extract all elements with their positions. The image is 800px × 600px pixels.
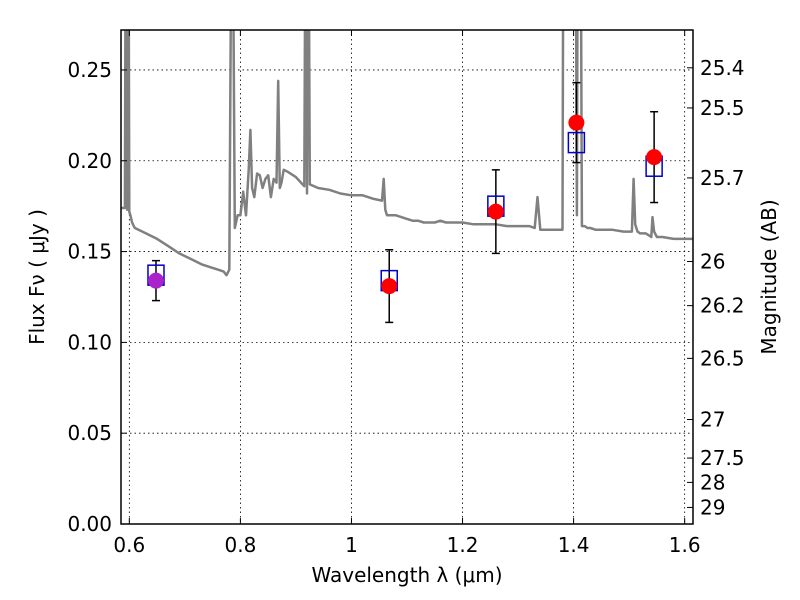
model-point bbox=[567, 131, 586, 154]
observed-point bbox=[147, 272, 164, 289]
x-tick-label: 1.2 bbox=[447, 533, 479, 557]
mag-tick-label: 26.2 bbox=[700, 294, 745, 318]
mag-tick-label: 26.5 bbox=[700, 346, 745, 370]
x-tick-label: 1.6 bbox=[669, 533, 701, 557]
y-tick-label: 0.15 bbox=[67, 240, 112, 264]
y-tick-label: 0.00 bbox=[67, 512, 112, 536]
x-tick-label: 0.8 bbox=[224, 533, 256, 557]
x-tick-label: 0.6 bbox=[113, 533, 145, 557]
model-sed-layer bbox=[121, 30, 693, 277]
x-tick-label: 1 bbox=[345, 533, 358, 557]
y-axis-label: Flux Fν ( μJy ) bbox=[25, 209, 49, 345]
y-tick-label: 0.05 bbox=[67, 421, 112, 445]
axis-ticks: 0.6 0.8 1 1.2 1.4 1.6 0.00 0.05 0.10 0.15 0.20 0.25… bbox=[67, 30, 745, 557]
mag-tick-label: 25.4 bbox=[700, 56, 745, 80]
mag-tick-label: 27.5 bbox=[700, 446, 745, 470]
photometry-layer bbox=[147, 81, 663, 324]
x-tick-label: 1.4 bbox=[558, 533, 590, 557]
x-axis-label: Wavelength λ (μm) bbox=[311, 563, 502, 587]
y2-axis-label: Magnitude (AB) bbox=[757, 199, 781, 354]
observed-point bbox=[487, 203, 504, 220]
mag-tick-label: 29 bbox=[700, 495, 725, 519]
y-tick-label: 0.25 bbox=[67, 58, 112, 82]
observed-point bbox=[381, 278, 398, 295]
mag-tick-label: 26 bbox=[700, 249, 725, 273]
y-tick-label: 0.10 bbox=[67, 330, 112, 354]
y-tick-label: 0.20 bbox=[67, 149, 112, 173]
mag-tick-label: 25.5 bbox=[700, 96, 745, 120]
mag-tick-label: 28 bbox=[700, 470, 725, 494]
mag-tick-label: 25.7 bbox=[700, 166, 745, 190]
grid bbox=[121, 30, 693, 525]
model-sed-line bbox=[121, 30, 693, 277]
mag-tick-label: 27 bbox=[700, 407, 725, 431]
observed-point bbox=[568, 114, 585, 131]
observed-point bbox=[646, 149, 663, 166]
plot-frame bbox=[120, 29, 694, 525]
